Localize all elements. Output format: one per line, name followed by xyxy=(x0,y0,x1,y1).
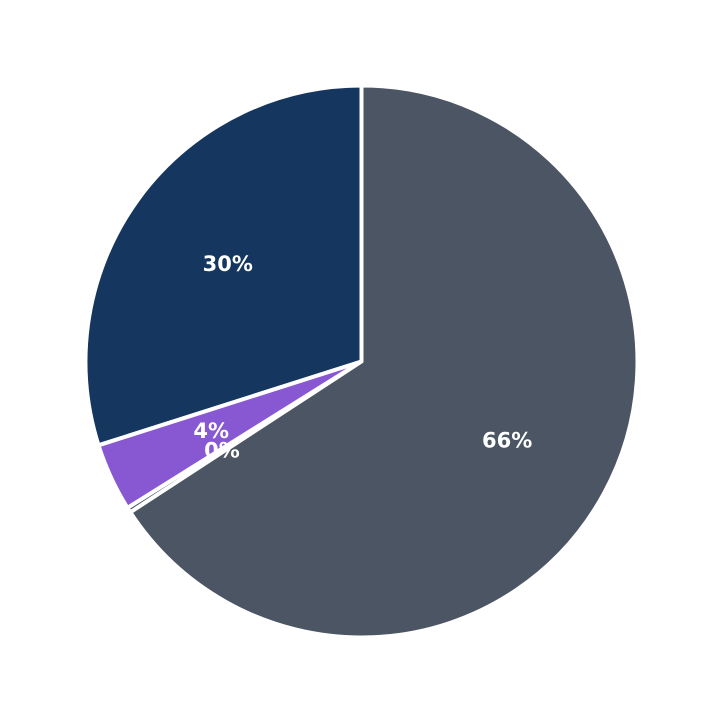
slice-label-3: 66% xyxy=(482,428,532,452)
slice-label-2: 0% xyxy=(204,439,240,463)
slice-label-0: 30% xyxy=(203,252,253,276)
slice-label-1: 4% xyxy=(193,419,229,443)
labels-layer: 30% 4%0% 66% xyxy=(193,252,532,463)
slices-layer xyxy=(83,83,640,640)
pie-slice-0 xyxy=(83,83,364,448)
pie-slice-3 xyxy=(128,83,640,640)
